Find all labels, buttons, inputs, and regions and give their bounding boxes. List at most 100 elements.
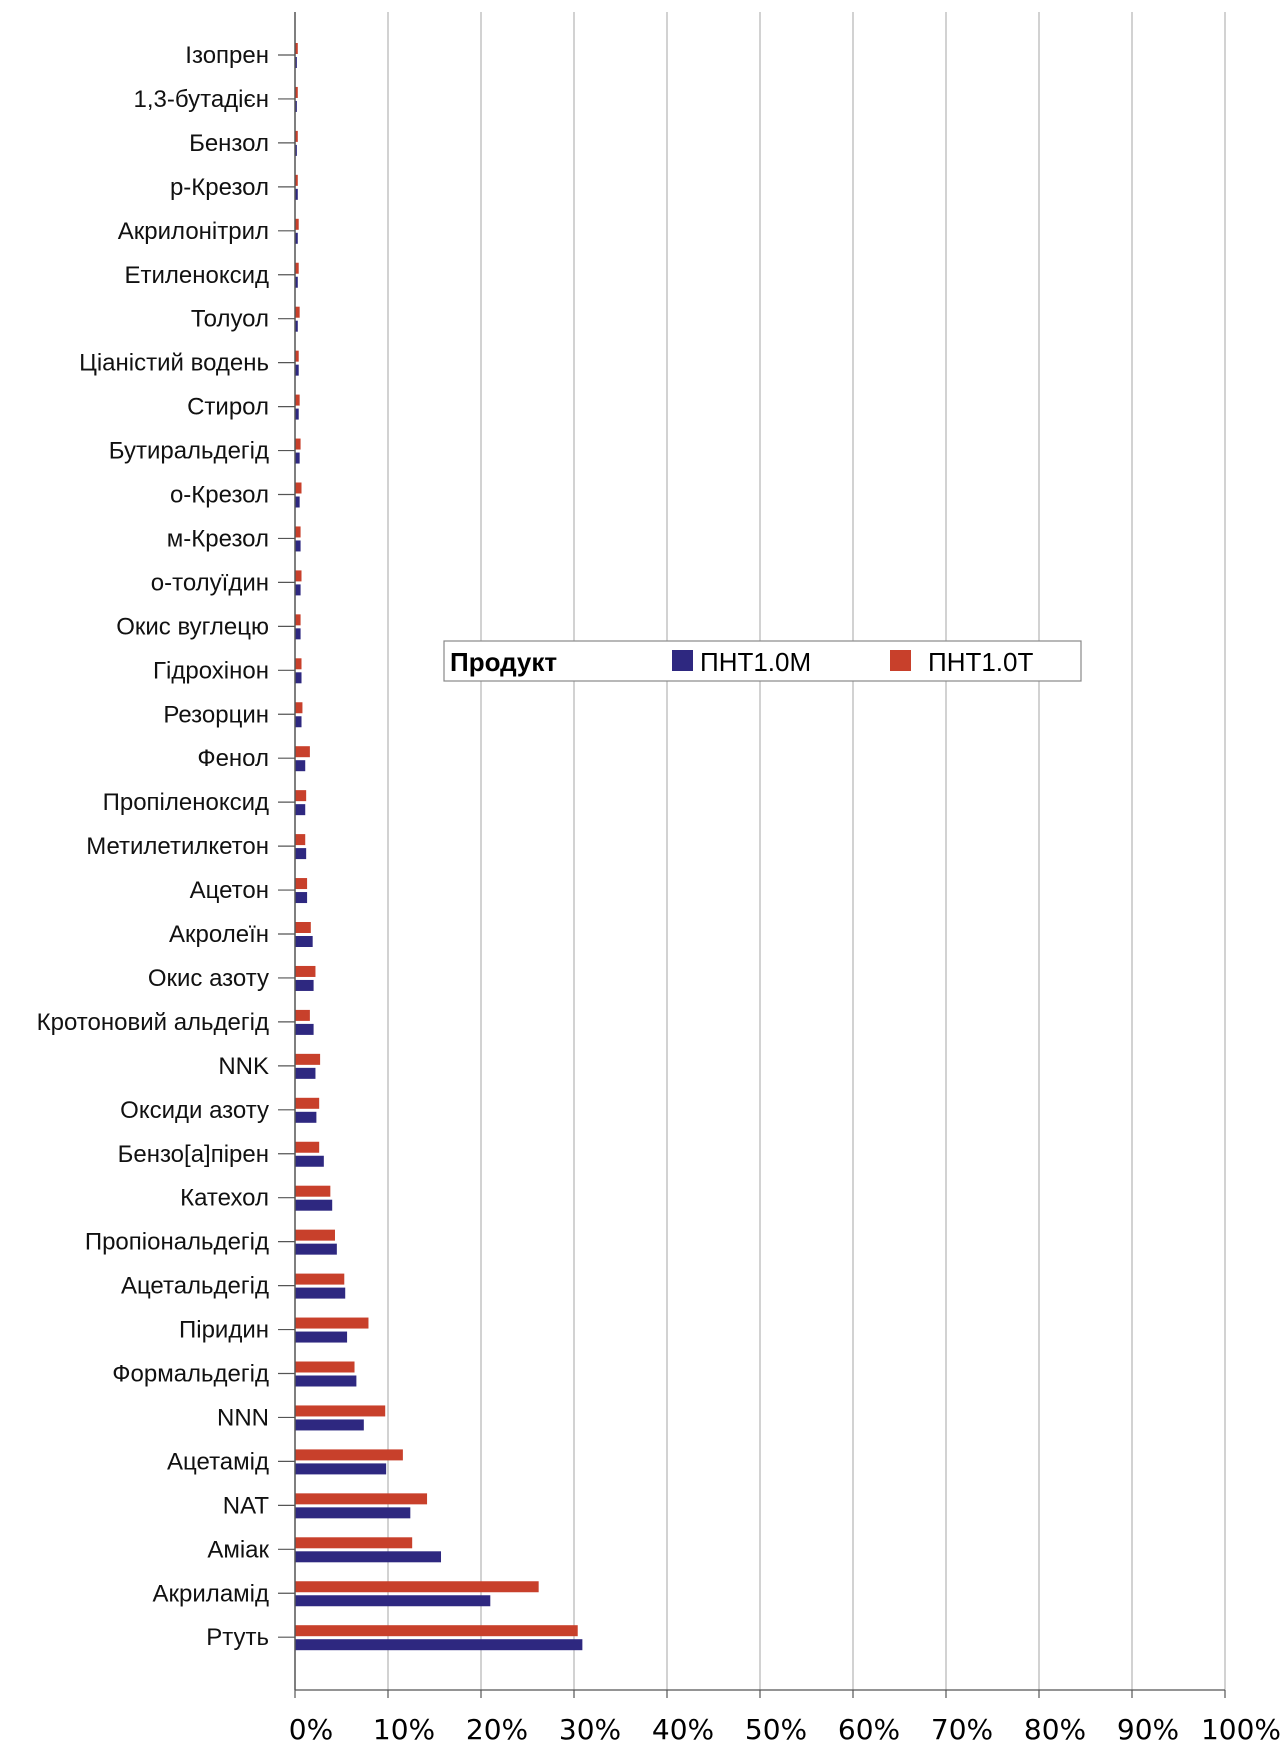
bar-series-2 (295, 86, 298, 98)
category-label: Фенол (197, 745, 269, 772)
bar-series-1 (295, 408, 299, 420)
bar-series-1 (295, 1419, 364, 1431)
legend-title: Продукт (450, 647, 557, 677)
bar-series-2 (295, 1493, 428, 1505)
bar-series-1 (295, 57, 297, 68)
bar-series-2 (295, 570, 302, 582)
x-tick-label: 50% (745, 1713, 807, 1745)
category-label: Формальдегід (112, 1361, 269, 1388)
bar-series-2 (295, 1229, 335, 1241)
bar-series-2 (295, 262, 299, 274)
bar-series-2 (295, 1625, 578, 1637)
category-label: Оксиди азоту (120, 1097, 269, 1124)
x-tick-label: 80% (1024, 1713, 1086, 1745)
bar-series-2 (295, 1317, 369, 1329)
x-tick-label: 60% (838, 1713, 900, 1745)
category-label: Бензо[а]пірен (118, 1141, 269, 1168)
category-label: Акриламід (153, 1580, 269, 1607)
category-label: Етиленоксид (124, 262, 269, 289)
bar-series-2 (295, 790, 307, 802)
x-tick-label: 90% (1117, 1713, 1179, 1745)
category-label: Кротоновий альдегід (37, 1009, 269, 1036)
gridlines (387, 12, 1226, 1690)
bar-series-1 (295, 452, 300, 464)
bar-series-2 (295, 350, 299, 362)
x-tick-label: 30% (559, 1713, 621, 1745)
bar-series-1 (295, 1639, 583, 1651)
bar-series-1 (295, 584, 301, 596)
category-label: Окис вуглецю (116, 613, 269, 640)
bar-series-2 (295, 834, 306, 846)
bar-series-1 (295, 1023, 314, 1035)
bar-series-1 (295, 364, 299, 376)
bar-series-1 (295, 540, 301, 552)
legend-label-series-1: ПНТ1.0М (700, 647, 811, 677)
category-label: о-толуїдин (151, 569, 269, 596)
category-label: Катехол (180, 1185, 269, 1212)
category-label: Толуол (191, 306, 269, 333)
bar-series-2 (295, 174, 298, 186)
bar-series-1 (295, 1595, 491, 1607)
legend-box (443, 640, 1082, 682)
bar-series-2 (295, 1581, 539, 1593)
bar-series-1 (295, 936, 313, 947)
bar-series-2 (295, 702, 303, 714)
category-label: Резорцин (163, 701, 269, 728)
category-label: Метилетилкетон (86, 833, 269, 860)
category-label: Гідрохінон (153, 657, 269, 684)
category-label: Стирол (187, 394, 269, 421)
bar-series-1 (295, 100, 297, 112)
bars (295, 43, 583, 1651)
category-label: м-Крезол (167, 525, 269, 552)
bar-series-2 (295, 922, 311, 933)
category-label: Ртуть (206, 1624, 269, 1651)
bar-series-2 (295, 746, 310, 758)
bar-series-1 (295, 1155, 324, 1167)
bar-series-1 (295, 144, 297, 156)
bar-series-1 (295, 1551, 442, 1563)
legend: Продукт ПНТ1.0М ПНТ1.0Т (443, 640, 1082, 682)
category-label: Акрилонітрил (118, 218, 269, 245)
category-label: Окис азоту (148, 965, 269, 992)
x-tick-label: 20% (466, 1713, 528, 1745)
bar-series-2 (295, 965, 316, 977)
legend-swatch-series-2 (890, 650, 911, 671)
bar-series-2 (295, 658, 302, 670)
bar-series-1 (295, 1287, 346, 1299)
category-label: Аміак (207, 1536, 269, 1563)
bar-series-2 (295, 1009, 310, 1021)
bar-series-2 (295, 306, 300, 318)
bar-series-1 (295, 276, 298, 288)
bar-series-2 (295, 1053, 321, 1065)
bar-series-1 (295, 628, 301, 640)
bar-series-2 (295, 218, 299, 230)
x-tick-label: 100% (1201, 1713, 1281, 1745)
category-label: Пропіональдегід (85, 1229, 269, 1256)
x-tick-label: 40% (652, 1713, 714, 1745)
bar-series-1 (295, 1375, 357, 1387)
bar-series-2 (295, 1405, 386, 1417)
bar-series-2 (295, 1141, 320, 1153)
bar-series-1 (295, 1067, 316, 1079)
x-tick-label: 0% (289, 1713, 333, 1745)
bar-series-1 (295, 1331, 348, 1343)
bar-series-1 (295, 716, 302, 728)
bar-series-2 (295, 614, 301, 626)
bar-series-2 (295, 1185, 331, 1197)
bar-series-1 (295, 1199, 333, 1211)
bar-series-1 (295, 232, 298, 244)
bar-series-2 (295, 1361, 355, 1373)
bar-series-1 (295, 760, 306, 772)
category-label: Ацетамід (167, 1448, 269, 1475)
category-label: Акролеїн (169, 921, 269, 948)
x-tick-label: 70% (931, 1713, 993, 1745)
bar-series-1 (295, 892, 308, 904)
category-label: Пропіленоксид (103, 789, 269, 816)
bar-series-2 (295, 526, 301, 538)
category-label: Ізопрен (185, 42, 269, 69)
bar-series-1 (295, 1111, 317, 1123)
bar-series-1 (295, 848, 307, 860)
bar-series-1 (295, 1507, 411, 1519)
bar-series-2 (295, 482, 302, 494)
